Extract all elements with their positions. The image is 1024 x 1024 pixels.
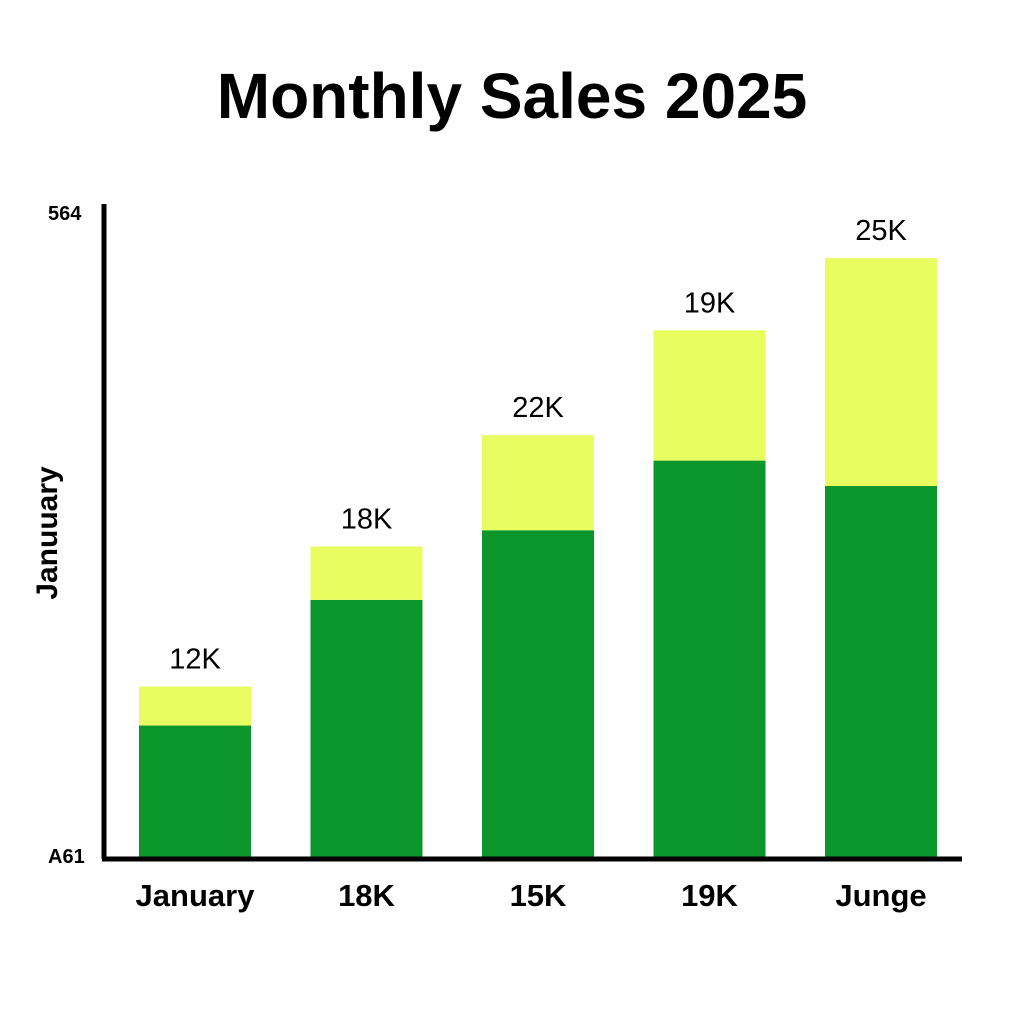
x-tick-label: 15K — [510, 878, 567, 913]
data-label: 12K — [169, 643, 221, 675]
bar-segment-base — [653, 460, 766, 859]
y-tick-label: A61 — [48, 846, 85, 868]
x-tick-label: January — [136, 878, 256, 913]
bar-segment-base — [825, 485, 937, 859]
y-tick-label: 564 — [48, 203, 82, 225]
bar-segment-top — [653, 330, 766, 461]
bars-layer — [139, 258, 937, 859]
bar-segment-base — [310, 599, 423, 859]
x-ticks-layer: January 18K 15K 19K Junge — [136, 878, 927, 913]
x-tick-label: Junge — [835, 878, 926, 913]
bar-segment-top — [825, 258, 937, 486]
x-tick-label: 18K — [338, 878, 395, 913]
bar-segment-base — [139, 725, 251, 859]
y-ticks-layer: A61 564 — [48, 203, 85, 868]
x-tick-label: 19K — [681, 878, 738, 913]
data-label: 22K — [512, 392, 564, 424]
bar-segment-base — [482, 530, 594, 859]
data-labels-layer: 12K 18K 22K 19K 25K — [169, 215, 907, 675]
chart-title: Monthly Sales 2025 — [216, 60, 808, 132]
bar-segment-top — [482, 435, 594, 531]
data-label: 25K — [855, 215, 907, 247]
data-label: 19K — [684, 287, 736, 319]
data-label: 18K — [341, 504, 393, 536]
bar-segment-top — [310, 546, 423, 600]
bar-segment-top — [139, 686, 251, 726]
